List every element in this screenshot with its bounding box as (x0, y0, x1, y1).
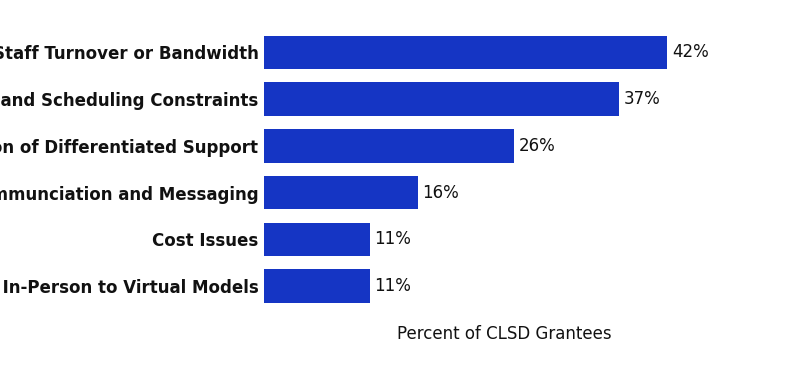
Bar (264, 82, 619, 116)
Bar (264, 129, 514, 163)
Bar (264, 222, 370, 256)
Text: 37%: 37% (624, 90, 661, 108)
Text: 11%: 11% (374, 230, 411, 248)
Text: 16%: 16% (422, 184, 459, 202)
Text: 11%: 11% (374, 277, 411, 295)
Text: 26%: 26% (518, 137, 555, 155)
Bar (264, 176, 418, 209)
Text: 42%: 42% (672, 44, 709, 61)
Bar (264, 36, 667, 69)
Bar (264, 269, 370, 303)
X-axis label: Percent of CLSD Grantees: Percent of CLSD Grantees (397, 324, 611, 343)
